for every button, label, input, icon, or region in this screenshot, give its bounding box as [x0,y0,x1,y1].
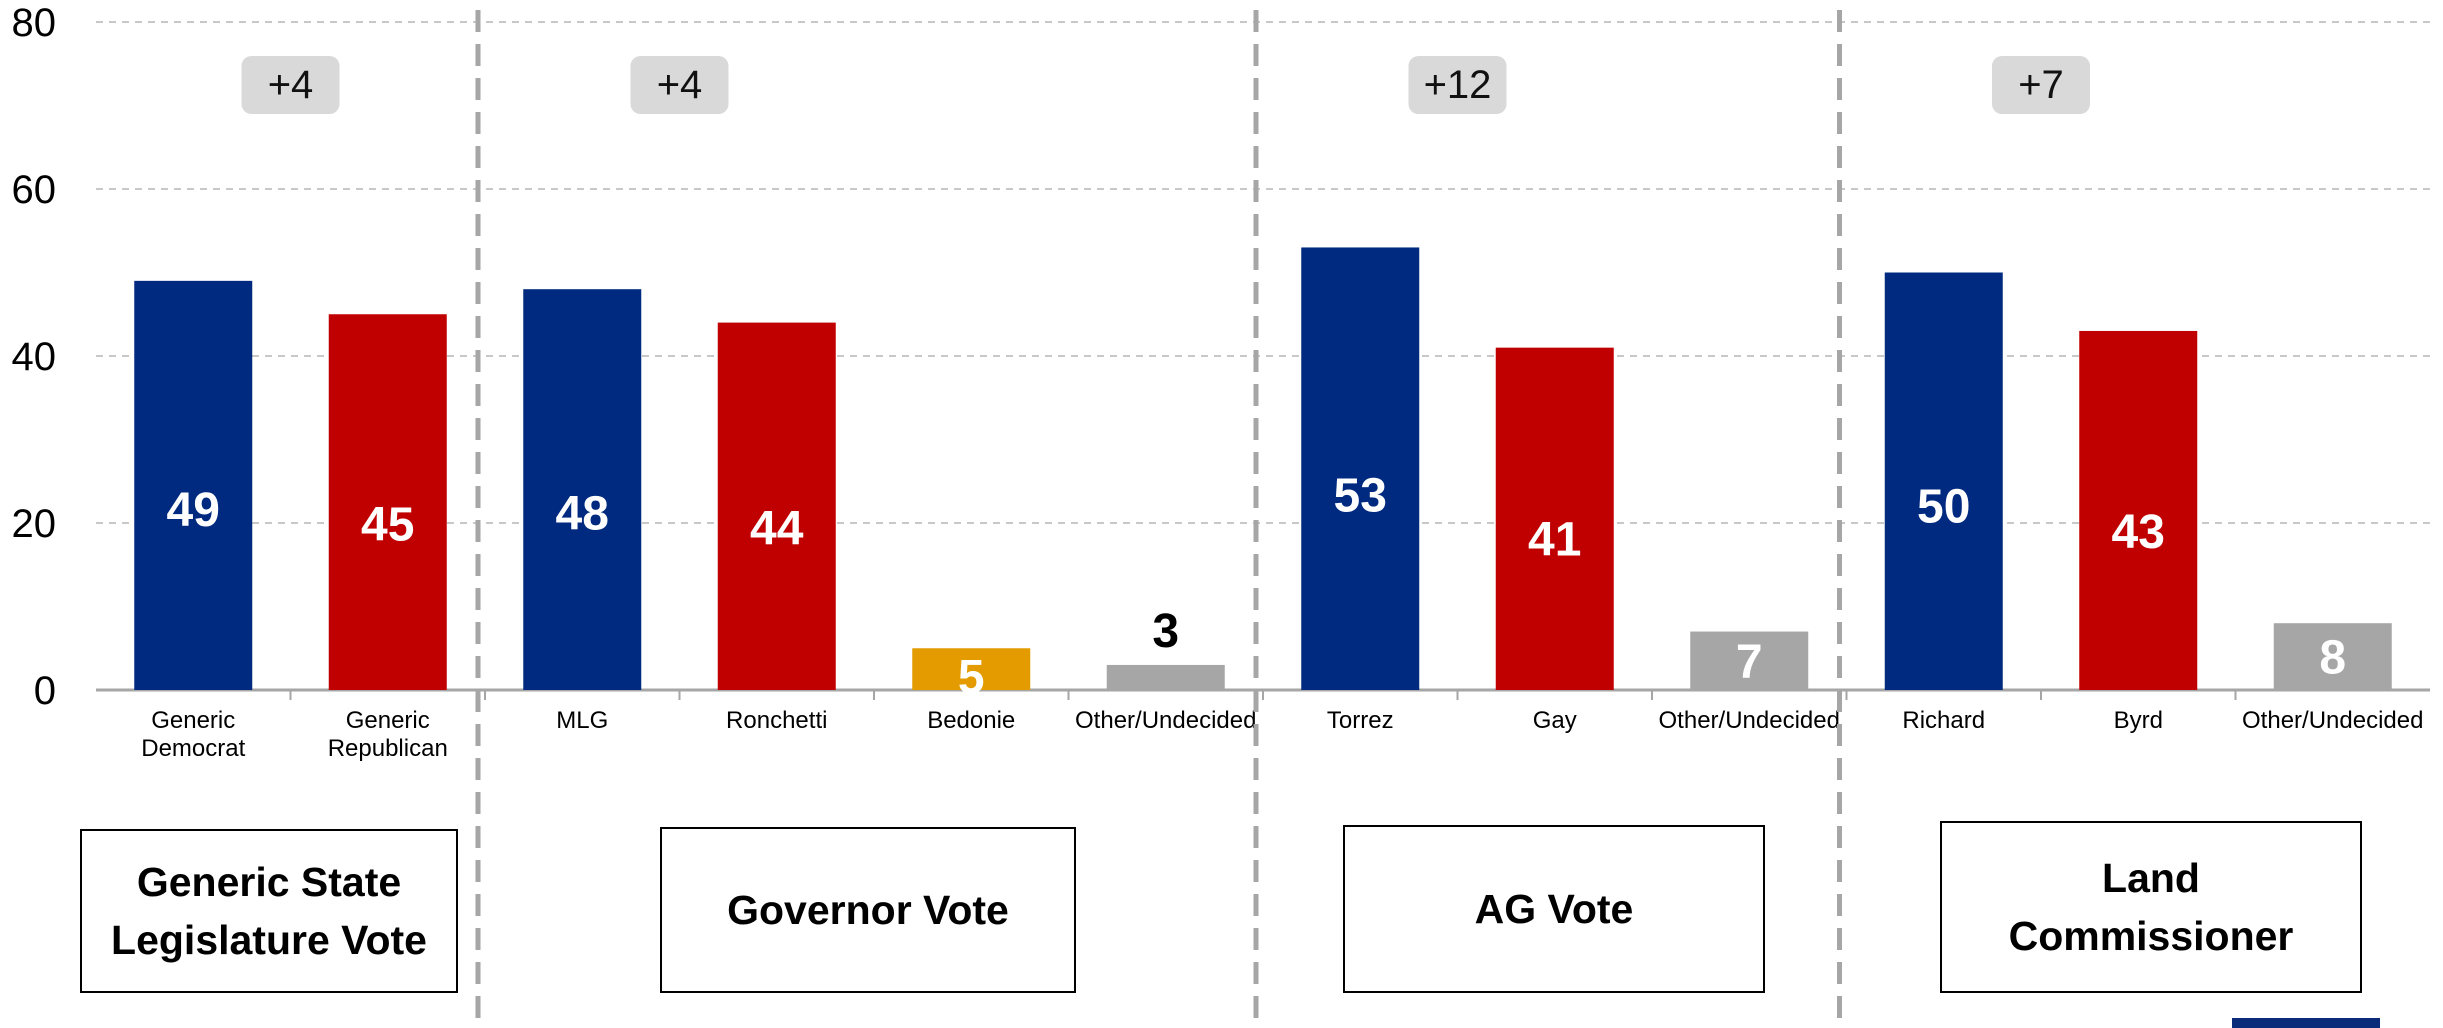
bar [1690,631,1809,690]
group-box-land-commissioner: Land Commissioner [1940,821,2362,993]
bar [1301,247,1420,690]
y-tick-label: 20 [12,502,57,546]
bar [2273,623,2392,690]
y-tick-label: 60 [12,168,57,212]
category-label: MLG [556,707,608,734]
bar [1106,664,1225,690]
margin-badge-label: +12 [1424,63,1492,107]
bar-value-label: 3 [1152,605,1179,658]
category-label: Gay [1533,707,1577,734]
category-label: Other/Undecided [2242,707,2423,734]
bar-value-label: 45 [361,499,414,552]
category-label: Bedonie [927,707,1015,734]
bar [1495,347,1614,690]
bar [912,648,1031,690]
bar [2079,330,2198,690]
bar-value-label: 50 [1917,480,1970,533]
y-tick-label: 80 [12,1,57,45]
bar-value-label: 43 [2112,506,2165,559]
category-label: Richard [1902,707,1985,734]
bar [717,322,836,690]
group-box-ag: AG Vote [1343,825,1765,993]
group-box-governor: Governor Vote [660,827,1076,993]
y-tick-label: 0 [34,669,56,713]
bar [134,280,253,690]
margin-badge-label: +4 [657,63,703,107]
category-label: Torrez [1327,707,1394,734]
bar-value-label: 49 [167,484,220,537]
category-label: Other/Undecided [1659,707,1840,734]
margin-badge [1992,56,2090,114]
margin-badge [241,56,340,114]
category-label: Other/Undecided [1075,707,1256,734]
category-label: Generic Republican [328,707,448,762]
category-label: Generic Democrat [141,707,245,762]
corner-logo-fragment [2232,1018,2380,1028]
bar-value-label: 48 [556,488,609,541]
category-label: Ronchetti [726,707,827,734]
bar [1884,272,2003,690]
bar [328,314,447,690]
margin-badge-label: +4 [268,63,314,107]
margin-badge [1408,56,1507,114]
bar-value-label: 7 [1736,636,1763,689]
group-box-legislature: Generic State Legislature Vote [80,829,458,993]
margin-badge-label: +7 [2018,63,2064,107]
bar-value-label: 44 [750,502,804,555]
bar-value-label: 53 [1334,469,1387,522]
category-label: Byrd [2114,707,2163,734]
y-tick-label: 40 [12,335,57,379]
bar [523,289,642,690]
bar-value-label: 41 [1528,513,1581,566]
margin-badge [630,56,729,114]
bar-value-label: 5 [958,651,985,704]
bar-value-label: 8 [2319,632,2346,685]
